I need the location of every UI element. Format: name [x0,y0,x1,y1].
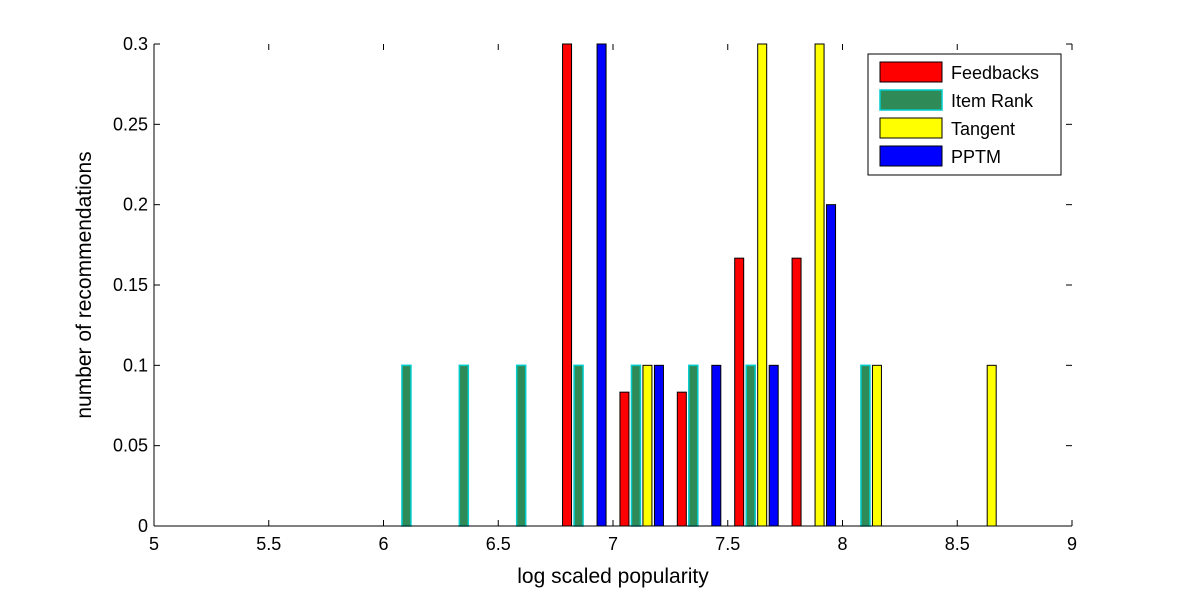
bar-item-rank [401,364,412,527]
bar-feedbacks [791,257,802,527]
bar-item-rank [860,364,871,527]
x-tick-label: 7 [608,534,618,554]
y-tick-label: 0.3 [123,34,148,54]
legend-label-pptm: PPTM [951,147,1001,167]
y-tick-label: 0.1 [123,355,148,375]
bar-item-rank [745,364,756,527]
bar-item-rank [458,364,470,527]
x-tick-label: 7.5 [715,534,740,554]
bar-tangent [986,364,997,527]
y-ticks-group: 0 0.05 0.1 0.15 0.2 0.25 0.3 [113,34,1072,536]
bar-item-rank [630,364,642,527]
bar-pptm [596,43,607,527]
y-tick-label: 0.05 [113,436,148,456]
x-tick-label: 6 [378,534,388,554]
y-tick-label: 0 [138,516,148,536]
bar-tangent [757,43,768,527]
legend-swatch-tangent [879,117,943,139]
legend-label-feedbacks: Feedbacks [951,63,1039,83]
x-tick-label: 5.5 [256,534,281,554]
x-ticks-group: 5 5.5 6 6.5 7 7.5 8 8.5 9 [149,44,1077,554]
legend-swatch-pptm [879,145,943,167]
legend-label-tangent: Tangent [951,119,1015,139]
y-tick-label: 0.15 [113,275,148,295]
bar-pptm [768,364,779,527]
x-tick-label: 5 [149,534,159,554]
bar-feedbacks [734,257,745,527]
bar-feedbacks [619,391,630,527]
bar-tangent [814,43,825,527]
bar-pptm [711,364,722,527]
x-tick-label: 9 [1067,534,1077,554]
bar-item-rank [515,364,527,527]
bar-pptm [653,364,664,527]
legend-swatch-feedbacks [879,61,943,83]
y-axis-label: number of recommendations [73,151,96,418]
legend-swatch-item-rank [879,89,943,111]
bar-tangent [642,364,653,527]
bar-pptm [826,204,837,527]
bar-item-rank [573,364,584,527]
legend: Feedbacks Item Rank Tangent PPTM [867,53,1062,176]
legend-label-item-rank: Item Rank [951,91,1034,111]
bar-tangent [871,364,882,527]
bar-feedbacks [676,391,687,527]
x-axis-label: log scaled popularity [517,565,709,588]
y-tick-label: 0.25 [113,114,148,134]
bar-feedbacks [562,43,573,527]
x-tick-label: 8 [837,534,847,554]
x-tick-label: 6.5 [486,534,511,554]
y-tick-label: 0.2 [123,195,148,215]
bar-item-rank [688,364,699,527]
x-tick-label: 8.5 [945,534,970,554]
